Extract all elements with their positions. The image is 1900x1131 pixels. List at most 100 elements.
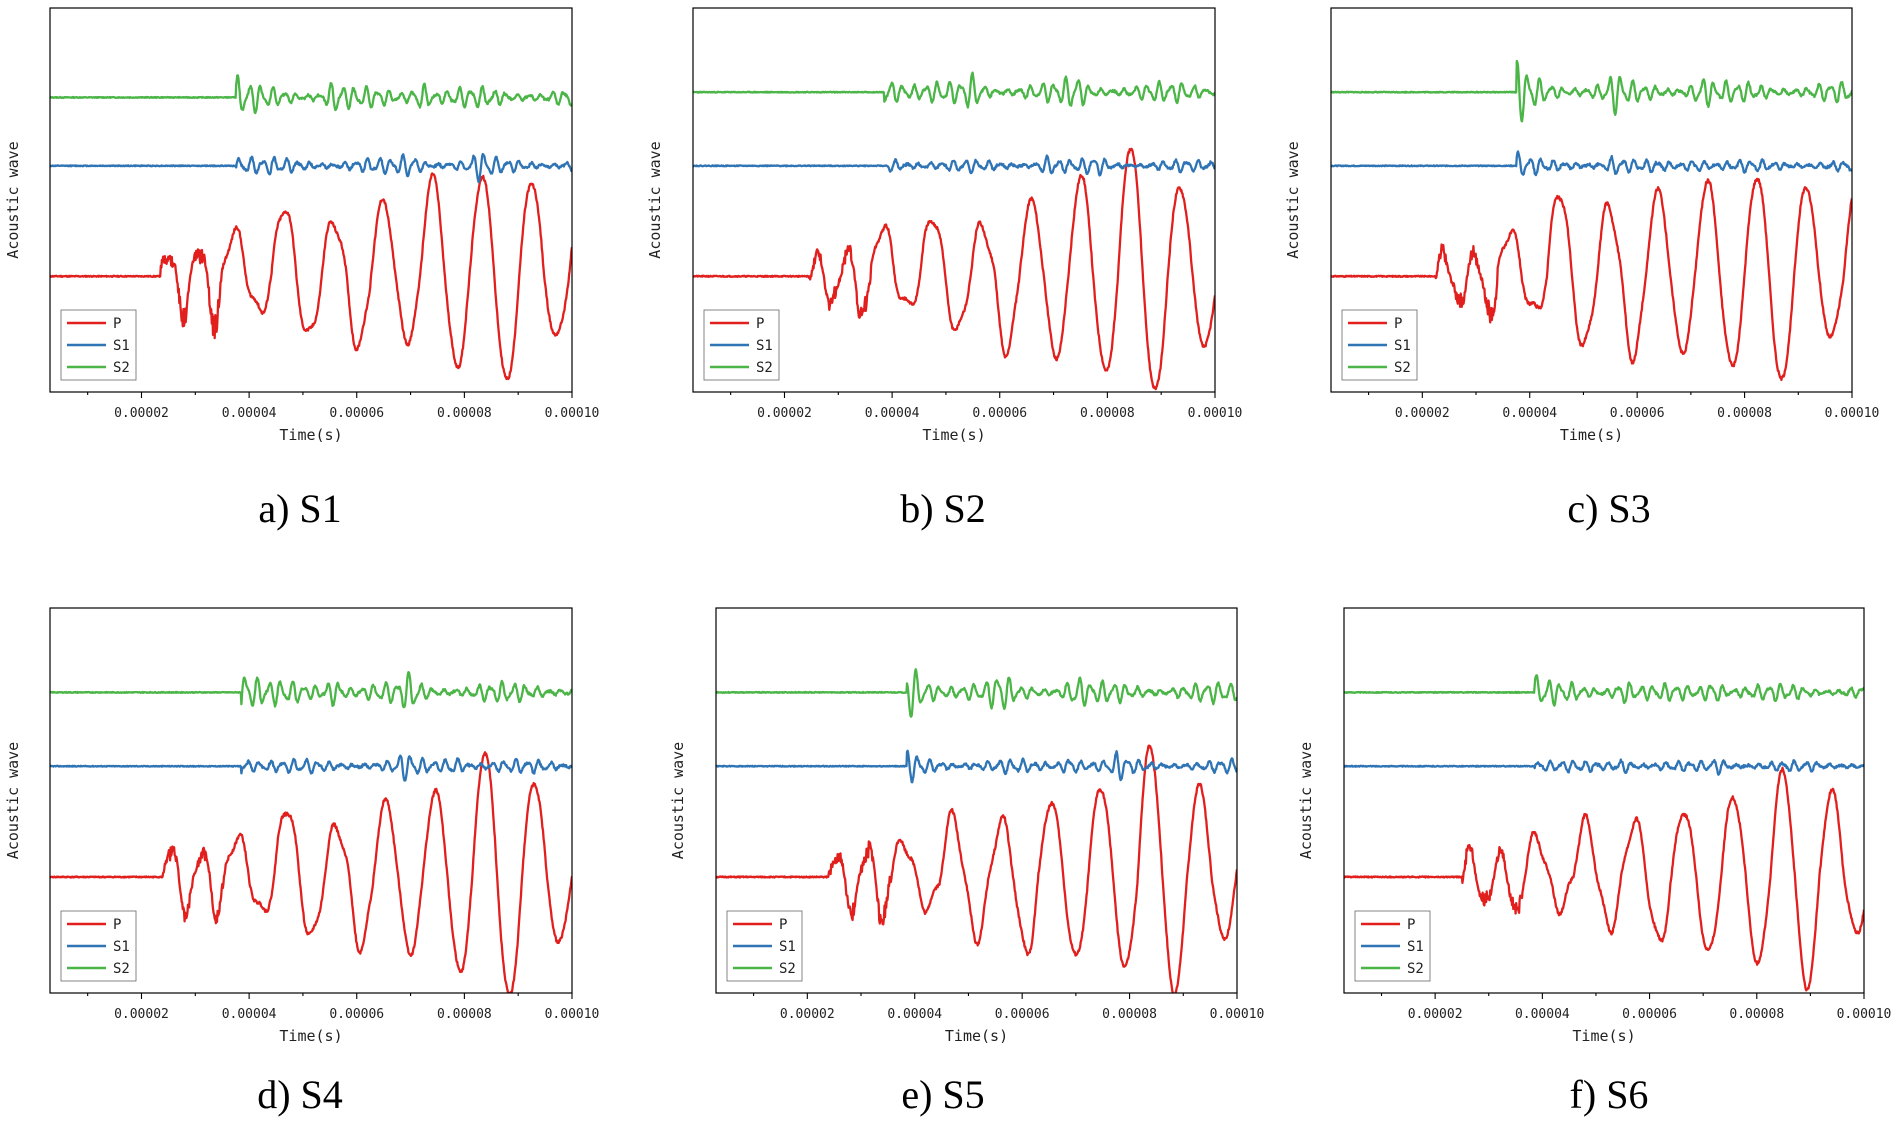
legend-label-p: P bbox=[113, 917, 121, 933]
series-p-line bbox=[50, 172, 572, 381]
y-axis-title: Acoustic wave bbox=[669, 742, 687, 859]
x-tick-label: 0.00004 bbox=[1515, 1007, 1570, 1022]
legend: P S1 S2 bbox=[703, 309, 780, 381]
panel-caption: c) S3 bbox=[1567, 486, 1650, 531]
x-axis-title: Time(s) bbox=[922, 426, 985, 444]
panel-caption: e) S5 bbox=[901, 1072, 984, 1117]
x-tick-label: 0.00004 bbox=[1502, 406, 1557, 421]
x-tick-label: 0.00004 bbox=[865, 406, 920, 421]
x-tick-label: 0.00010 bbox=[1188, 406, 1243, 421]
x-tick-label: 0.00008 bbox=[1729, 1007, 1784, 1022]
series-s1-line bbox=[50, 152, 572, 184]
x-tick-label: 0.00010 bbox=[1825, 406, 1880, 421]
series-p-line bbox=[50, 751, 572, 993]
legend-label-s2: S2 bbox=[1407, 961, 1424, 977]
legend-label-s1: S1 bbox=[1407, 939, 1424, 955]
x-tick-label: 0.00008 bbox=[1080, 406, 1135, 421]
legend: P S1 S2 bbox=[726, 910, 803, 982]
x-tick-label: 0.00006 bbox=[1610, 406, 1665, 421]
legend-label-s1: S1 bbox=[113, 939, 130, 955]
x-axis-title: Time(s) bbox=[279, 1027, 342, 1045]
series-s1-line bbox=[1344, 758, 1864, 776]
x-tick-label: 0.00008 bbox=[437, 406, 492, 421]
x-tick-label: 0.00010 bbox=[545, 1007, 600, 1022]
panel-d: 0.00002 0.00004 0.00006 0.00008 0.00010 Time(… bbox=[4, 607, 600, 1117]
series-s2-line bbox=[1331, 59, 1852, 123]
series-p-line bbox=[1344, 766, 1864, 992]
series-s2-line bbox=[716, 668, 1237, 718]
x-tick-label: 0.00006 bbox=[329, 1007, 384, 1022]
legend: P S1 S2 bbox=[60, 309, 137, 381]
plot-frame bbox=[1343, 607, 1865, 994]
x-tick-label: 0.00010 bbox=[1837, 1007, 1892, 1022]
legend-label-s1: S1 bbox=[113, 338, 130, 354]
plot-frame bbox=[49, 607, 573, 994]
legend: P S1 S2 bbox=[60, 910, 137, 982]
x-axis-title: Time(s) bbox=[279, 426, 342, 444]
series-p-line bbox=[716, 744, 1237, 993]
x-tick-label: 0.00004 bbox=[887, 1007, 942, 1022]
panel-caption: d) S4 bbox=[257, 1072, 343, 1117]
x-axis-title: Time(s) bbox=[1560, 426, 1623, 444]
legend-label-p: P bbox=[779, 917, 787, 933]
y-axis-title: Acoustic wave bbox=[4, 742, 22, 859]
panel-e: 0.00002 0.00004 0.00006 0.00008 0.00010 Time(… bbox=[669, 607, 1265, 1117]
legend-label-s2: S2 bbox=[113, 961, 130, 977]
x-tick-label: 0.00002 bbox=[114, 1007, 169, 1022]
x-tick-label: 0.00006 bbox=[995, 1007, 1050, 1022]
panel-f: 0.00002 0.00004 0.00006 0.00008 0.00010 Time(… bbox=[1297, 607, 1892, 1117]
x-tick-label: 0.00004 bbox=[222, 1007, 277, 1022]
x-tick-label: 0.00010 bbox=[1210, 1007, 1265, 1022]
plot-frame bbox=[49, 7, 573, 393]
x-tick-label: 0.00008 bbox=[1717, 406, 1772, 421]
plot-frame bbox=[1330, 7, 1853, 393]
x-tick-label: 0.00006 bbox=[329, 406, 384, 421]
y-axis-title: Acoustic wave bbox=[4, 141, 22, 258]
x-tick-label: 0.00006 bbox=[972, 406, 1027, 421]
legend-label-p: P bbox=[756, 316, 764, 332]
legend-label-p: P bbox=[1394, 316, 1402, 332]
series-s2-line bbox=[50, 671, 572, 709]
plot-frame bbox=[715, 607, 1238, 994]
legend-label-s1: S1 bbox=[779, 939, 796, 955]
x-tick-label: 0.00002 bbox=[757, 406, 812, 421]
plot-frame bbox=[692, 7, 1216, 393]
y-axis-title: Acoustic wave bbox=[1297, 742, 1315, 859]
series-s1-line bbox=[50, 754, 572, 782]
y-axis-title: Acoustic wave bbox=[646, 141, 664, 258]
series-s2-line bbox=[1344, 674, 1864, 707]
legend: P S1 S2 bbox=[1354, 910, 1431, 982]
series-s2-line bbox=[50, 74, 572, 115]
x-tick-label: 0.00004 bbox=[222, 406, 277, 421]
series-s1-line bbox=[693, 154, 1215, 177]
series-s1-line bbox=[716, 749, 1237, 784]
legend-label-s2: S2 bbox=[756, 360, 773, 376]
legend-label-s2: S2 bbox=[113, 360, 130, 376]
series-p-line bbox=[693, 147, 1215, 391]
x-tick-label: 0.00002 bbox=[1395, 406, 1450, 421]
x-axis-title: Time(s) bbox=[945, 1027, 1008, 1045]
series-s2-line bbox=[693, 71, 1215, 109]
x-axis-title: Time(s) bbox=[1572, 1027, 1635, 1045]
legend-label-p: P bbox=[113, 316, 121, 332]
legend-label-s1: S1 bbox=[756, 338, 773, 354]
panel-caption: a) S1 bbox=[258, 486, 341, 531]
panel-a: 0.00002 0.00004 0.00006 0.00008 0.00010 Time(… bbox=[4, 7, 600, 531]
legend: P S1 S2 bbox=[1341, 309, 1418, 381]
x-tick-label: 0.00008 bbox=[437, 1007, 492, 1022]
panel-c: 0.00002 0.00004 0.00006 0.00008 0.00010 Time(… bbox=[1284, 7, 1880, 531]
y-axis-title: Acoustic wave bbox=[1284, 141, 1302, 258]
series-s1-line bbox=[1331, 150, 1852, 177]
x-tick-label: 0.00002 bbox=[114, 406, 169, 421]
x-tick-label: 0.00002 bbox=[780, 1007, 835, 1022]
x-tick-label: 0.00006 bbox=[1622, 1007, 1677, 1022]
panel-caption: b) S2 bbox=[900, 486, 986, 531]
legend-label-p: P bbox=[1407, 917, 1415, 933]
x-tick-label: 0.00010 bbox=[545, 406, 600, 421]
x-tick-label: 0.00008 bbox=[1102, 1007, 1157, 1022]
x-tick-label: 0.00002 bbox=[1408, 1007, 1463, 1022]
legend-label-s2: S2 bbox=[779, 961, 796, 977]
panel-caption: f) S6 bbox=[1570, 1072, 1649, 1117]
panel-b: 0.00002 0.00004 0.00006 0.00008 0.00010 Time(… bbox=[646, 7, 1243, 531]
